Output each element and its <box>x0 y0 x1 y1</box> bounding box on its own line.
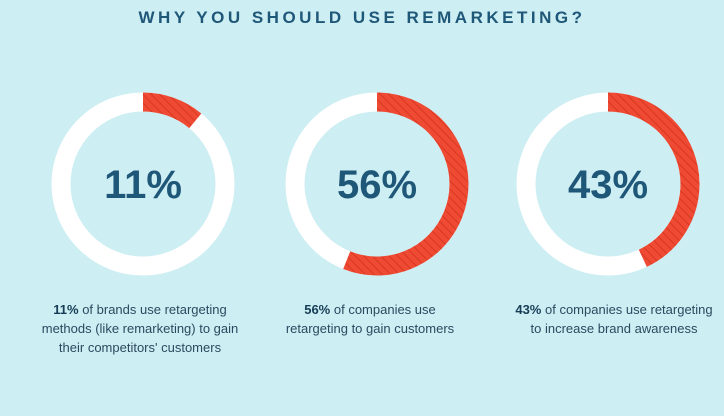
caption-3-text: of companies use retargeting to increase… <box>530 302 713 336</box>
caption-2-pct: 56% <box>304 302 331 317</box>
donut-label-3: 43% <box>568 163 648 207</box>
donut-arc-3 <box>516 92 700 276</box>
donut-label-2: 56% <box>337 163 417 207</box>
caption-2: 56% of companies use retargeting to gain… <box>280 300 460 338</box>
caption-3: 43% of companies use retargeting to incr… <box>514 300 714 338</box>
donut-charts: 11% 56% 43% <box>51 92 700 276</box>
caption-3-pct: 43% <box>515 302 542 317</box>
donut-arc-1 <box>51 92 235 276</box>
page-title: WHY YOU SHOULD USE REMARKETING? <box>138 8 586 27</box>
caption-1: 11% of brands use retargeting methods (l… <box>40 300 240 357</box>
donut-label-1: 11% <box>104 163 182 207</box>
donut-arc-2 <box>285 92 469 276</box>
caption-2-text: of companies use retargeting to gain cus… <box>285 302 455 336</box>
caption-1-text: of brands use retargeting methods (like … <box>41 302 239 355</box>
caption-1-pct: 11% <box>53 302 79 317</box>
